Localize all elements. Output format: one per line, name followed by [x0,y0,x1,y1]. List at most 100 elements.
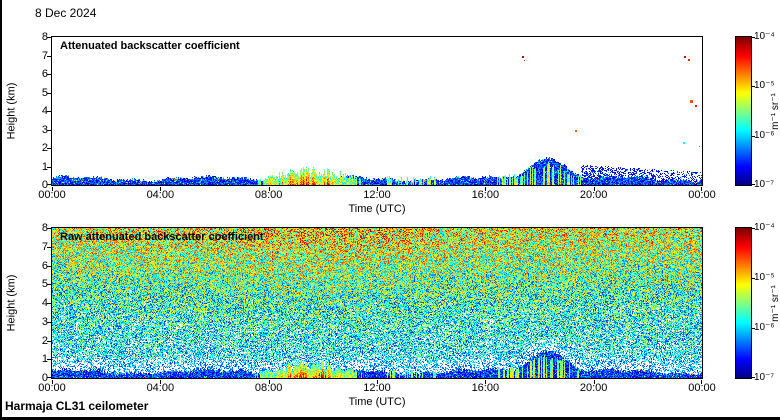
colorbar-gradient [736,37,751,185]
y-tick-label: 8 [41,31,48,43]
x-tick-mark [593,380,595,384]
y-tick-label: 8 [41,222,48,234]
colorbar-tick-mark [752,377,755,378]
colorbar-tick-label: 10⁻⁵ [754,80,775,92]
x-tick-mark [485,187,487,191]
x-tick-label: 12:00 [363,382,391,394]
y-tick-label: 1 [41,160,48,173]
x-tick-mark [593,187,595,191]
colorbar-tick-mark [752,184,755,185]
y-tick-label: 5 [41,86,48,99]
y-tick-label: 6 [41,68,48,80]
y-tick-label: 6 [41,259,48,272]
y-axis-label: Height (km) [5,274,18,332]
colorbar-tick-label: 10⁻⁷ [754,372,775,383]
x-tick-label: 08:00 [254,189,283,201]
x-tick-mark [701,380,702,384]
x-tick-mark [160,380,162,384]
colorbar-tick-label: 10⁻⁴ [754,222,775,233]
x-axis-label: Time (UTC) [348,203,406,215]
y-tick-mark [47,359,51,361]
y-axis-label-wrap: Height (km) [4,37,19,185]
y-tick-mark [47,55,51,57]
x-tick-label: 00:00 [688,382,716,394]
y-tick-mark [47,340,51,342]
date-label: 8 Dec 2024 [35,6,97,20]
colorbar-unit-wrap: m⁻¹ sr⁻¹ [769,228,780,378]
x-tick-label: 20:00 [579,382,608,394]
colorbar-tick-label: 10⁻⁷ [754,179,775,190]
y-tick-label: 2 [41,334,48,347]
colorbar-unit-label: m⁻¹ sr⁻¹ [770,284,780,322]
x-tick-label: 00:00 [688,189,716,201]
y-tick-mark [47,129,51,131]
y-tick-label: 3 [41,123,48,136]
x-tick-label: 04:00 [146,382,175,394]
y-tick-mark [47,284,51,286]
colorbar-tick-mark [752,135,755,137]
colorbar-tick-label: 10⁻⁶ [754,322,775,333]
y-tick-label: 1 [41,353,48,366]
x-tick-mark [377,187,378,191]
x-tick-label: 12:00 [363,189,391,201]
x-tick-label: 16:00 [471,382,500,394]
x-tick-label: 20:00 [579,189,608,201]
x-tick-label: 04:00 [146,189,175,201]
colorbar-tick-mark [752,228,755,229]
x-tick-mark [52,380,53,384]
colorbar-tick-label: 10⁻⁶ [754,129,775,141]
colorbar-gradient [736,228,751,378]
colorbar-unit-wrap: m⁻¹ sr⁻¹ [769,37,780,185]
colorbar-tick-mark [752,86,755,88]
colorbar-unit-label: m⁻¹ sr⁻¹ [770,92,780,130]
y-tick-mark [47,377,51,378]
panel-attenuated-backscatter: Attenuated backscatter coefficient Heigh… [2,31,780,227]
y-tick-mark [47,166,51,168]
y-tick-mark [47,184,51,185]
y-tick-mark [47,74,51,75]
y-tick-label: 7 [41,240,48,253]
y-tick-mark [47,37,51,38]
heatmap-attenuated-backscatter [52,37,702,185]
x-tick-mark [52,187,53,191]
y-tick-mark [47,303,51,304]
y-tick-label: 4 [41,297,48,309]
x-tick-mark [268,187,270,191]
y-axis-label-wrap: Height (km) [4,228,19,378]
x-axis-label: Time (UTC) [348,396,406,408]
y-tick-mark [47,321,51,323]
panel-title: Attenuated backscatter coefficient [60,40,240,52]
y-tick-mark [47,265,51,267]
heatmap-raw-attenuated-backscatter [52,228,702,378]
panel-title: Raw attenuated backscatter coefficient [60,231,264,243]
y-tick-mark [47,228,51,229]
colorbar-tick-label: 10⁻⁵ [754,272,775,283]
y-tick-label: 2 [41,142,48,154]
x-tick-label: 00:00 [38,189,66,201]
x-tick-label: 16:00 [471,189,500,201]
panel-raw-attenuated-backscatter: Raw attenuated backscatter coefficient H… [2,222,780,417]
y-tick-mark [47,92,51,94]
x-tick-label: 08:00 [254,382,283,394]
y-tick-label: 0 [41,372,48,384]
y-tick-mark [47,246,51,248]
colorbar-tick-label: 10⁻⁴ [754,31,775,42]
y-axis-label: Height (km) [5,82,18,140]
instrument-label: Harmaja CL31 ceilometer [5,399,149,413]
colorbar-tick-mark [752,37,755,38]
colorbar-tick-mark [752,328,755,329]
y-tick-mark [47,111,51,112]
x-tick-mark [701,187,702,191]
x-tick-mark [160,187,162,191]
x-tick-mark [268,380,270,384]
x-tick-mark [485,380,487,384]
y-tick-mark [47,148,51,149]
x-tick-mark [377,380,378,384]
y-tick-label: 0 [41,179,48,191]
y-tick-label: 7 [41,49,48,62]
colorbar-tick-mark [752,278,755,279]
y-tick-label: 4 [41,105,48,117]
y-tick-label: 3 [41,315,48,328]
y-tick-label: 5 [41,278,48,291]
